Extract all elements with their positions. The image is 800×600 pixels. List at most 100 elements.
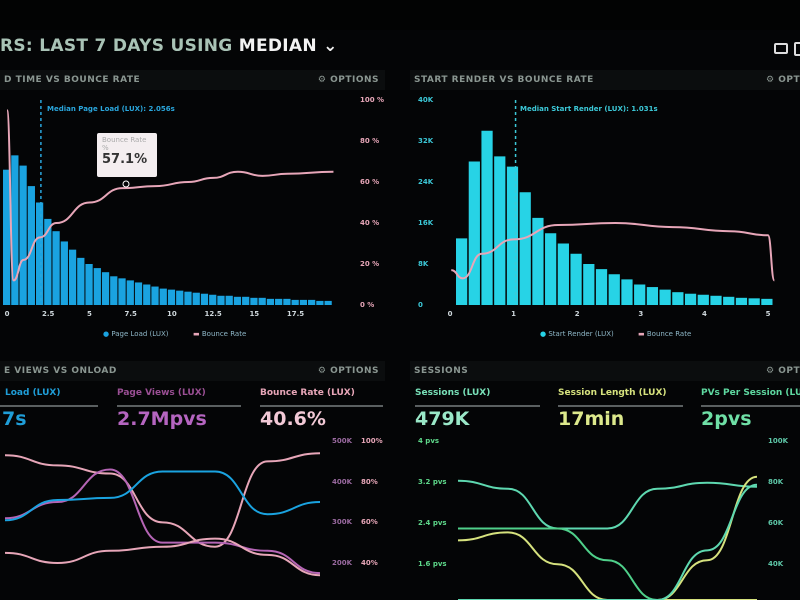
bar: [659, 289, 671, 305]
median-label: Median Page Load (LUX): 2.056s: [47, 105, 175, 113]
y2-tick-label: 40 %: [360, 219, 380, 227]
metric-label-bounce-rate: Bounce Rate (LUX): [260, 388, 355, 398]
y2-tick-label: 80K: [768, 478, 784, 486]
y2-tick-label: 60K: [768, 519, 784, 527]
panel-header-load-time: D TIME VS BOUNCE RATE ⚙ OPTIONS: [0, 70, 385, 90]
options-button[interactable]: ⚙ OPTI: [766, 75, 800, 85]
line-load: [4, 470, 321, 522]
metric-label-page-views: Page Views (LUX): [117, 388, 206, 398]
divider: [260, 405, 383, 407]
bar: [275, 298, 283, 305]
bar: [748, 298, 760, 305]
y-tick-label: 3.2 pvs: [418, 478, 447, 486]
y-tick-label: 300K: [332, 518, 353, 527]
bar: [595, 269, 608, 305]
bar: [557, 243, 569, 305]
bar: [723, 296, 735, 305]
metric-value-pvs-per-session: 2pvs: [701, 408, 752, 430]
bar: [192, 292, 200, 305]
metric-label-load: Load (LUX): [5, 388, 61, 398]
stat-selector[interactable]: MEDIAN: [238, 36, 317, 56]
options-button[interactable]: ⚙ OPTIONS: [317, 366, 379, 376]
bar: [283, 298, 291, 305]
legend-bounce-rate[interactable]: ▬ Bounce Rate: [638, 330, 692, 338]
bar: [110, 276, 118, 305]
top-bar: [0, 0, 800, 30]
bar: [134, 282, 143, 305]
y2-tick-label: 80 %: [360, 137, 380, 145]
x-tick-label: 5: [87, 310, 92, 318]
chevron-down-icon[interactable]: ⌄: [323, 36, 338, 56]
y-tick-label: 24K: [418, 178, 434, 186]
bar: [93, 268, 101, 305]
bar: [316, 300, 324, 305]
bar: [456, 238, 468, 305]
title-using: USING: [170, 36, 233, 56]
x-tick-label: 7.5: [124, 310, 137, 318]
divider: [0, 405, 98, 407]
options-button[interactable]: ⚙ OPTI: [766, 366, 800, 376]
bar: [735, 297, 748, 305]
bar: [697, 294, 709, 305]
bar: [200, 293, 209, 305]
metric-value-sessions: 479K: [415, 408, 470, 430]
x-tick-label: 15: [249, 310, 260, 318]
y-tick-label: 0: [418, 301, 423, 309]
bar: [167, 289, 176, 305]
bounce-rate-line: [6, 109, 334, 282]
bar: [85, 264, 93, 305]
bar: [324, 300, 332, 305]
bar: [11, 155, 19, 305]
device-icon[interactable]: [794, 42, 800, 56]
bar: [176, 290, 184, 305]
date-range: LAST 7 DAYS: [39, 36, 165, 56]
options-button[interactable]: ⚙ OPTIONS: [317, 75, 379, 85]
line-pvs-per-session: [458, 475, 758, 600]
bar: [608, 274, 620, 305]
metric-value-bounce-rate: 40.6%: [260, 408, 326, 430]
bar: [308, 299, 316, 305]
hover-point: [122, 180, 130, 188]
monitor-icon[interactable]: [774, 43, 788, 54]
x-tick-label: 1: [511, 310, 517, 318]
bar: [44, 218, 52, 305]
y2-tick-label: 100%: [361, 437, 383, 445]
legend-bounce-rate[interactable]: ▬ Bounce Rate: [193, 330, 247, 338]
bar: [68, 249, 77, 305]
bar: [101, 272, 110, 305]
y-tick-label: 200K: [332, 559, 353, 567]
x-tick-label: 4: [701, 310, 707, 318]
bar: [143, 284, 151, 305]
bar: [532, 217, 544, 305]
panel-title: SESSIONS: [414, 366, 469, 376]
bar: [60, 241, 68, 305]
y-tick-label: 400K: [332, 477, 353, 486]
y-tick-label: 8K: [418, 260, 429, 268]
page-title[interactable]: RS: LAST 7 DAYS USING MEDIAN ⌄: [0, 36, 338, 56]
bar: [19, 165, 27, 305]
divider: [415, 405, 540, 407]
bar: [209, 294, 217, 305]
metric-label-session-length: Session Length (LUX): [558, 388, 667, 398]
legend-page-load[interactable]: ● Page Load (LUX): [103, 330, 169, 338]
line-bounce-rate: [4, 452, 321, 548]
x-tick-label: 17.5: [286, 310, 305, 318]
bar: [27, 186, 35, 305]
bar: [494, 156, 506, 305]
y-tick-label: 2.4 pvs: [418, 519, 447, 527]
bar: [291, 299, 299, 305]
bar: [710, 295, 722, 305]
metric-label-sessions: Sessions (LUX): [415, 388, 491, 398]
bar: [77, 257, 85, 305]
bar: [545, 233, 557, 305]
y2-tick-label: 60%: [361, 518, 378, 527]
line-session-length: [457, 531, 757, 600]
panel-header-page-views: E VIEWS VS ONLOAD ⚙ OPTIONS: [0, 361, 385, 381]
line-pvs-per-session-2: [458, 483, 758, 600]
x-tick-label: 5: [765, 310, 771, 318]
tooltip-value: 57.1%: [102, 152, 148, 167]
y2-tick-label: 100 %: [360, 96, 385, 104]
legend-start-render[interactable]: ● Start Render (LUX): [540, 330, 614, 338]
bar: [159, 288, 167, 305]
